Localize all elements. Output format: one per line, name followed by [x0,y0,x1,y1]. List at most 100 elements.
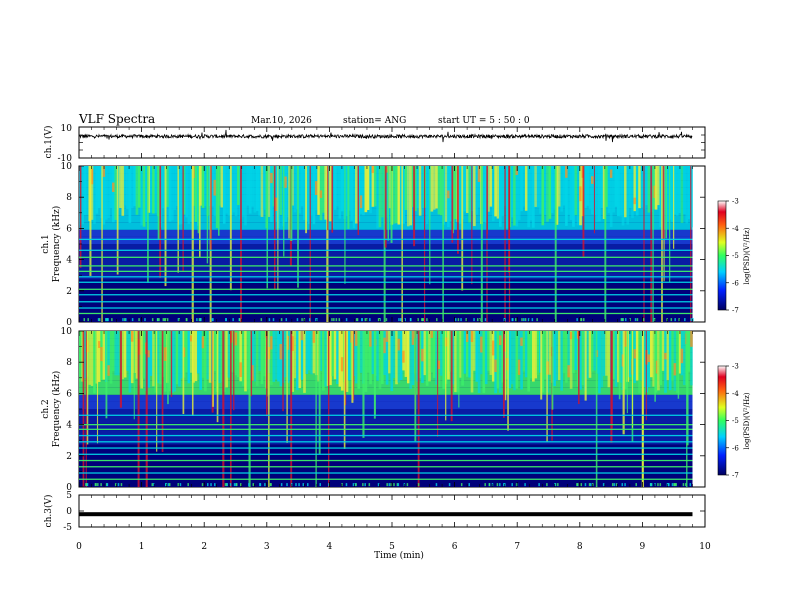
colorbar-tick-label: -6 [732,279,739,287]
spec-speckle [657,483,659,487]
spec-column [182,166,186,215]
spec-speckle [302,483,305,487]
spec-column [501,166,505,217]
spec-column [95,166,99,214]
spec-column [395,331,398,385]
spec-column [293,331,297,379]
spec-column [678,331,681,374]
spec-column [154,331,158,393]
spec-column [373,166,377,207]
spec-column [529,331,533,379]
spec-column [95,331,99,384]
spec-column [376,331,379,381]
spec-speckle [634,318,637,322]
spec-sferic [622,331,625,435]
spec-column [680,166,684,223]
spec-column [137,166,141,208]
spec-sferic [677,331,680,399]
spec-column [588,166,592,210]
spec-column [324,331,328,387]
spec-hotspot [312,331,316,343]
spec-speckle [393,483,395,487]
spec-speckle [622,318,624,322]
spec-column [557,166,561,207]
spec-column [317,331,320,382]
spec-column [510,166,514,218]
spec-column [458,331,462,378]
spec-speckle [417,318,419,322]
spec-column [352,166,356,229]
spec-column [213,331,217,371]
spec-sferic [654,331,656,402]
spec-column [541,331,545,393]
spec-speckle [673,483,676,487]
spec-speckle [295,483,297,487]
spec-speckle [642,318,645,322]
spec-column [206,331,210,380]
spec-sferic [288,166,290,239]
spec-column [392,166,396,224]
spec-hotspot [633,197,637,205]
spec-sferic [504,166,506,322]
spec-speckle [100,483,102,487]
spec-column [506,166,509,229]
spec-column [345,166,349,217]
spec-speckle [355,483,357,487]
spec-column [484,331,488,385]
spec-column [487,331,490,371]
spec-sferic [273,166,276,290]
date-label: Mar.10, 2026 [251,116,312,126]
spec-column [598,166,601,222]
spec-speckle [259,483,262,487]
spec-sferic [229,331,232,487]
spec-speckle [377,483,380,487]
spec-sferic [502,331,505,418]
spec-sferic [645,331,647,421]
spec-band [79,394,693,402]
spec-speckle [527,318,530,322]
spec-speckle [307,483,309,487]
spec-column [194,331,198,382]
spec-speckle [352,483,355,487]
spec-sferic [641,331,645,487]
spec-column [560,166,564,212]
spec-sferic [229,166,232,291]
spec-column [234,331,238,376]
spec-column [196,331,200,374]
spec-hotspot [201,336,205,349]
spec-sferic [508,166,511,322]
spec-hotspot [397,338,401,351]
spec-column [126,331,129,371]
spec-column [159,331,162,385]
spec-speckle [611,483,614,487]
spec-speckle [186,318,188,322]
spec-speckle [473,318,475,322]
spec-column [81,166,85,225]
spec-speckle [557,483,559,487]
spec-column [199,331,202,390]
spec-speckle [624,318,627,322]
spec-speckle [333,318,335,322]
spec-column [156,331,160,384]
spec-column [628,166,632,208]
spec-speckle [674,318,676,322]
spec-speckle [488,483,491,487]
spec-speckle [252,483,255,487]
spec-column [149,166,153,213]
spec-column [201,166,205,208]
spec-column [255,166,259,211]
spec-column [602,166,606,219]
spec-column [102,166,106,225]
spec-column [130,331,134,384]
spec-column [234,166,238,217]
spec-column [279,166,283,215]
spec-column [612,166,615,213]
spec-sferic [326,166,329,322]
spec-hotspot [477,166,481,182]
spec-speckle [499,483,501,487]
spec-column [180,166,184,225]
spec-column [612,331,615,379]
spec-sferic [343,331,346,449]
spec-hotspot [491,340,495,356]
spec-ytick-label: 4 [66,256,72,266]
